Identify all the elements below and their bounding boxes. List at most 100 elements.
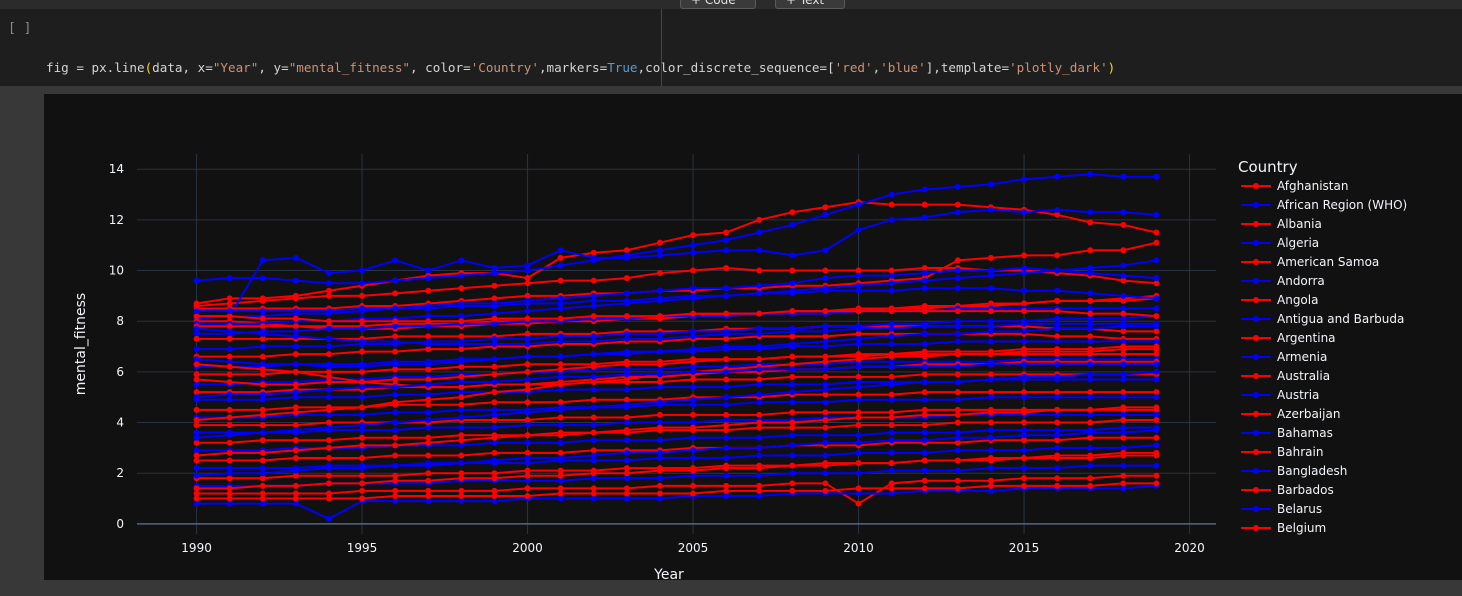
data-point[interactable] [193,434,200,441]
data-point[interactable] [425,341,432,347]
data-point[interactable] [1054,348,1061,355]
data-point[interactable] [491,363,498,370]
data-point[interactable] [723,487,730,494]
legend-item[interactable]: Antigua and Barbuda [1241,312,1404,326]
data-point[interactable] [491,399,498,406]
data-point[interactable] [458,498,465,505]
data-point[interactable] [690,384,697,391]
data-point[interactable] [557,439,564,446]
data-point[interactable] [392,361,399,368]
data-point[interactable] [1054,206,1061,213]
data-point[interactable] [458,394,465,401]
data-point[interactable] [921,353,928,360]
data-point[interactable] [855,470,862,477]
data-point[interactable] [1120,376,1127,383]
legend-item[interactable]: Bahamas [1241,426,1333,440]
data-point[interactable] [1087,247,1094,254]
data-point[interactable] [1087,320,1094,327]
data-point[interactable] [656,399,663,406]
series-line[interactable] [196,325,1157,368]
series-line[interactable] [196,373,1157,394]
data-point[interactable] [1120,315,1127,322]
data-point[interactable] [590,447,597,454]
line-chart[interactable]: 1990 1995 2000 2005 2010 2015 202002468101214 … [44,94,1462,583]
data-point[interactable] [359,363,366,370]
data-point[interactable] [226,495,233,502]
data-point[interactable] [359,267,366,274]
data-point[interactable] [954,363,961,370]
add-text-button[interactable]: + Text [775,0,845,9]
data-point[interactable] [987,465,994,472]
data-point[interactable] [855,422,862,429]
data-point[interactable] [1153,320,1160,327]
data-point[interactable] [1087,376,1094,383]
data-point[interactable] [987,323,994,330]
data-point[interactable] [1120,292,1127,299]
data-point[interactable] [888,216,895,223]
data-point[interactable] [822,487,829,494]
data-point[interactable] [954,308,961,315]
data-point[interactable] [1153,361,1160,368]
data-point[interactable] [425,305,432,312]
data-point[interactable] [193,381,200,388]
data-point[interactable] [557,467,564,474]
data-point[interactable] [1153,368,1160,375]
series-line[interactable] [196,201,1157,305]
legend-item[interactable]: Armenia [1241,350,1327,364]
data-point[interactable] [690,411,697,418]
data-point[interactable] [1153,257,1160,264]
series-line[interactable] [196,484,1157,520]
series-line[interactable] [196,436,1157,462]
data-point[interactable] [1153,404,1160,411]
series-line[interactable] [196,474,1157,505]
data-point[interactable] [921,371,928,378]
data-point[interactable] [1021,465,1028,472]
data-point[interactable] [954,183,961,190]
data-point[interactable] [987,308,994,315]
legend-item[interactable]: Andorra [1241,274,1325,288]
data-point[interactable] [921,330,928,337]
data-point[interactable] [1021,300,1028,307]
data-point[interactable] [325,455,332,461]
data-point[interactable] [491,303,498,309]
data-point[interactable] [723,444,730,451]
data-point[interactable] [1153,239,1160,246]
data-point[interactable] [392,318,399,325]
data-point[interactable] [888,201,895,208]
data-point[interactable] [1087,389,1094,396]
data-point[interactable] [723,472,730,479]
data-point[interactable] [425,323,432,330]
series-line[interactable] [196,241,1157,310]
data-point[interactable] [1120,272,1127,279]
series-line[interactable] [196,396,1157,419]
data-point[interactable] [392,277,399,284]
data-point[interactable] [193,335,200,342]
data-point[interactable] [1120,305,1127,312]
data-point[interactable] [690,363,697,370]
data-point[interactable] [557,247,564,254]
data-point[interactable] [921,348,928,355]
data-point[interactable] [425,424,432,431]
data-point[interactable] [656,411,663,418]
data-point[interactable] [524,460,531,467]
data-point[interactable] [524,381,531,388]
data-point[interactable] [789,209,796,216]
data-point[interactable] [1153,295,1160,302]
data-point[interactable] [855,341,862,347]
data-point[interactable] [656,449,663,456]
legend-item[interactable]: Argentina [1241,331,1336,345]
data-point[interactable] [954,338,961,345]
data-point[interactable] [1087,452,1094,459]
data-point[interactable] [491,475,498,482]
series-line[interactable] [196,408,1157,427]
data-point[interactable] [1054,252,1061,259]
data-point[interactable] [491,449,498,456]
data-point[interactable] [557,422,564,429]
data-point[interactable] [690,376,697,383]
data-point[interactable] [491,270,498,277]
data-point[interactable] [987,434,994,441]
data-point[interactable] [690,285,697,292]
data-point[interactable] [756,310,763,317]
data-point[interactable] [590,490,597,497]
data-point[interactable] [193,313,200,320]
